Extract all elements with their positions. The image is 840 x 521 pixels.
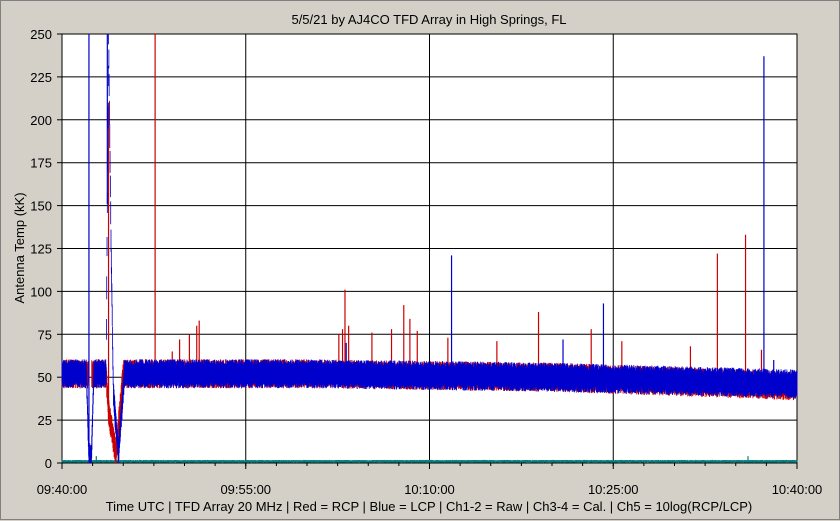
y-tick-labels: 0 25 50 75 100 125 150 175 200 225 250 [30, 27, 52, 471]
x-tick-label: 09:40:00 [37, 482, 88, 497]
y-tick-label: 100 [30, 284, 52, 299]
y-axis-label: Antenna Temp (kK) [12, 192, 27, 303]
x-tick-label: 10:25:00 [588, 482, 639, 497]
y-tick-label: 125 [30, 242, 52, 257]
x-axis-label: Time UTC | TFD Array 20 MHz | Red = RCP … [106, 499, 753, 514]
x-tick-labels: 09:40:00 09:55:00 10:10:00 10:25:00 10:40:00 [37, 482, 823, 497]
series-layer [61, 34, 798, 463]
x-tick-label: 10:10:00 [404, 482, 455, 497]
y-tick-label: 225 [30, 70, 52, 85]
y-tick-label: 25 [38, 413, 52, 428]
chart-title: 5/5/21 by AJ4CO TFD Array in High Spring… [291, 12, 566, 27]
grid-lines [57, 33, 798, 469]
y-tick-label: 200 [30, 113, 52, 128]
y-tick-label: 75 [38, 327, 52, 342]
y-tick-label: 250 [30, 27, 52, 42]
x-tick-label: 10:40:00 [772, 482, 823, 497]
series-trace-lcp [61, 34, 798, 463]
y-tick-label: 50 [38, 370, 52, 385]
series-trace-ch5 [61, 459, 798, 463]
y-tick-label: 0 [45, 456, 52, 471]
y-tick-label: 150 [30, 199, 52, 214]
x-tick-label: 09:55:00 [220, 482, 271, 497]
y-tick-label: 175 [30, 156, 52, 171]
